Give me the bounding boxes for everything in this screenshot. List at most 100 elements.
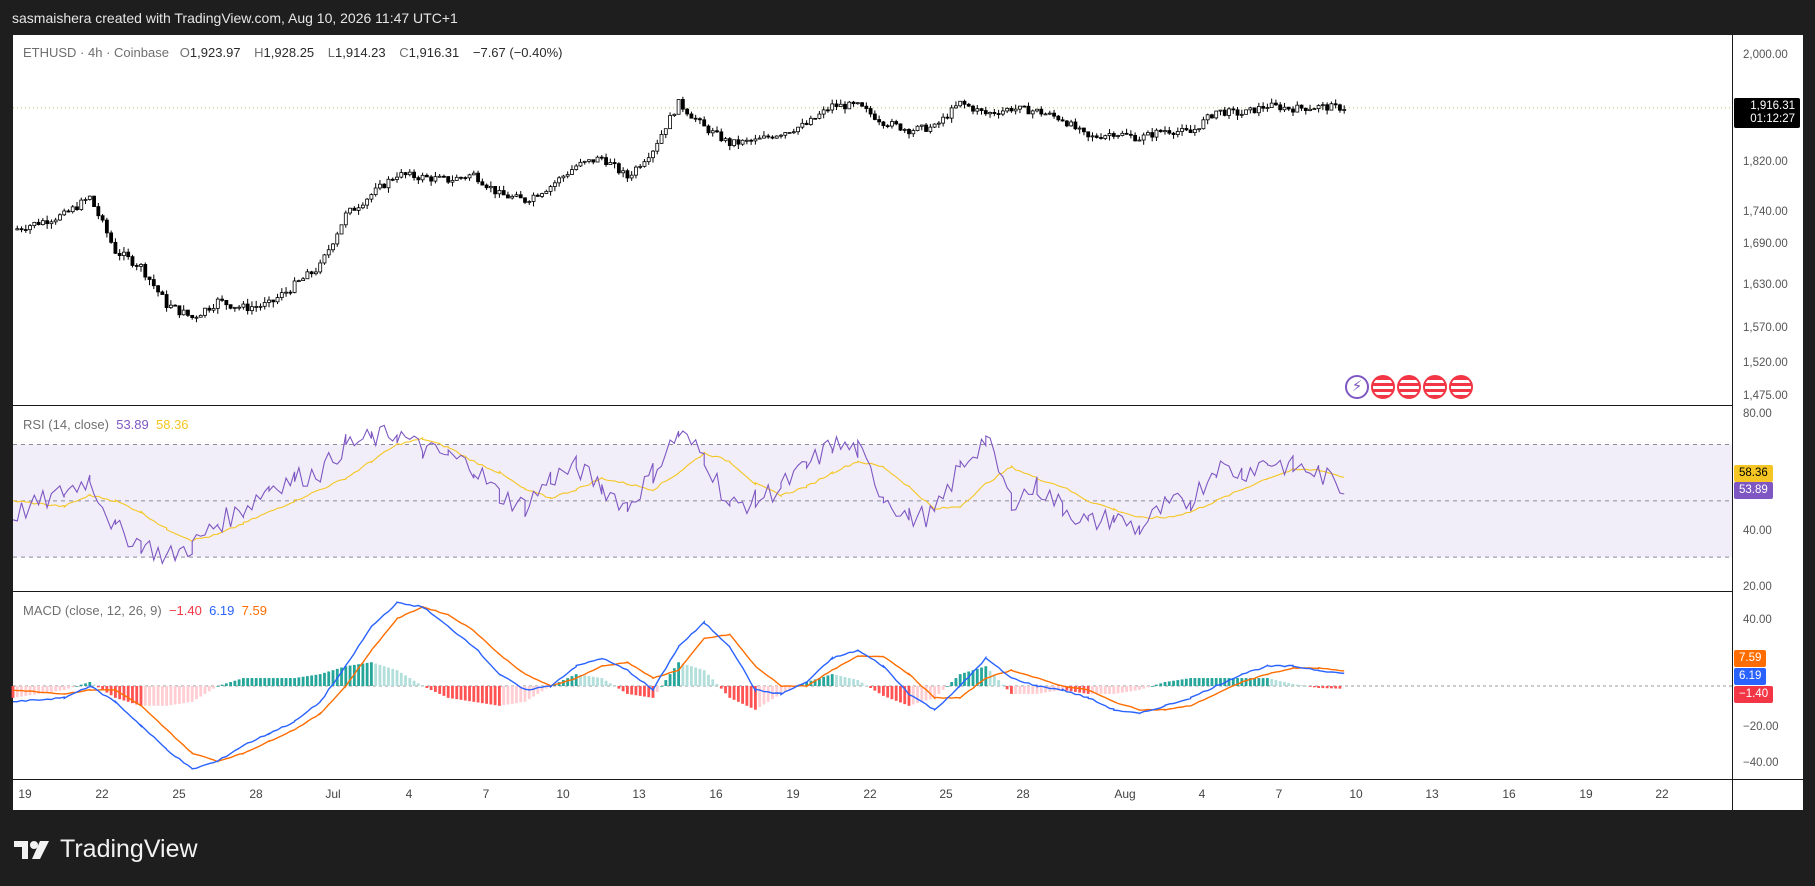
time-tick: 19 (786, 787, 800, 801)
candle-up (808, 117, 813, 125)
macd-hist-bar-negative (148, 685, 151, 706)
candle-down (518, 194, 523, 199)
macd-hist-bar-positive (860, 682, 864, 686)
candle-up (343, 212, 348, 226)
macd-hist-bar-positive (404, 675, 407, 686)
us-flag-event-icon[interactable] (1397, 375, 1421, 399)
macd-hist-bar-positive (574, 674, 578, 686)
candle-up (1329, 103, 1334, 111)
macd-hist-bar-positive (220, 684, 224, 686)
macd-hist-bar-negative (506, 685, 510, 705)
macd-hist-bar-negative (11, 685, 15, 698)
macd-hist-bar-positive (1163, 682, 1167, 686)
candle-down (766, 135, 771, 138)
macd-hist-bar-positive (1278, 681, 1282, 686)
candle-down (604, 157, 608, 165)
time-tick: 19 (1579, 787, 1593, 801)
candle-up (544, 190, 549, 194)
candle-up (356, 207, 361, 211)
macd-hist-bar-negative (903, 685, 907, 705)
macd-hist-bar-positive (242, 678, 245, 686)
macd-hist-bar-negative (178, 685, 181, 704)
chart-frame[interactable]: ETHUSD · 4h · Coinbase O1,923.97 H1,928.… (11, 35, 1803, 810)
close-value: 1,916.31 (408, 45, 460, 60)
macd-hist-bar-negative (1325, 685, 1329, 689)
candle-up (723, 138, 728, 142)
macd-hist-bar-negative (651, 685, 655, 698)
candle-down (390, 178, 395, 181)
candle-up (250, 306, 254, 312)
candle-down (616, 163, 621, 174)
macd-hist-bar-negative (1069, 685, 1073, 692)
symbol-label[interactable]: ETHUSD · 4h · Coinbase (23, 45, 169, 60)
candle-down (770, 136, 775, 139)
macd-hist-bar-positive (229, 682, 232, 686)
macd-hist-bar-negative (1321, 685, 1325, 689)
macd-hist-bar-negative (54, 685, 58, 692)
candle-up (847, 101, 852, 110)
us-flag-event-icon[interactable] (1449, 375, 1473, 399)
rsi-legend-label[interactable]: RSI (14, close) (23, 417, 109, 432)
macd-hist-bar-negative (1317, 685, 1320, 688)
lightning-event-icon[interactable]: ⚡ (1345, 375, 1369, 399)
chart-plot-area[interactable] (11, 35, 1803, 810)
candle-up (638, 165, 643, 168)
candle-up (241, 303, 246, 308)
macd-hist-bar-positive (310, 675, 314, 686)
candle-up (634, 166, 638, 176)
candle-down (442, 175, 446, 178)
candle-up (1069, 121, 1074, 127)
candle-down (1210, 114, 1214, 119)
price-tick: 2,000.00 (1743, 49, 1788, 61)
time-tick: 19 (18, 787, 32, 801)
macd-hist-bar-positive (318, 674, 322, 686)
candle-down (1252, 107, 1257, 114)
candle-down (706, 125, 711, 134)
candle-down (1299, 104, 1304, 109)
candle-up (774, 135, 779, 139)
macd-hist-bar-positive (958, 674, 962, 686)
candle-up (783, 132, 788, 136)
macd-hist-bar-negative (429, 685, 433, 690)
candle-up (565, 174, 570, 177)
candle-down (966, 103, 971, 107)
macd-hist-bar-negative (199, 685, 203, 697)
candle-up (621, 170, 626, 174)
macd-hist-bar-positive (1304, 685, 1308, 687)
tradingview-brand[interactable]: TradingView (14, 835, 198, 864)
pane-separator-macd (13, 591, 1733, 592)
macd-hist-bar-positive (348, 665, 352, 686)
macd-hist-bar-positive (216, 685, 220, 687)
macd-hist-bar-negative (173, 685, 177, 705)
us-flag-event-icon[interactable] (1371, 375, 1395, 399)
macd-hist-bar-positive (1159, 683, 1163, 686)
time-tick: 13 (1425, 787, 1439, 801)
candle-up (395, 176, 399, 180)
candle-up (855, 102, 860, 105)
time-axis-separator (13, 779, 1803, 780)
macd-hist-bar-negative (156, 685, 160, 706)
candle-up (267, 299, 271, 303)
candle-down (1064, 120, 1069, 127)
macd-hist-bar-negative (544, 685, 548, 689)
macd-hist-bar-positive (822, 676, 826, 686)
us-flag-event-icon[interactable] (1423, 375, 1447, 399)
candle-up (958, 100, 963, 107)
macd-hist-bar-negative (783, 685, 787, 692)
macd-legend-label[interactable]: MACD (close, 12, 26, 9) (23, 603, 162, 618)
candle-down (1184, 128, 1189, 131)
candle-down (177, 305, 182, 316)
candle-down (228, 304, 233, 309)
candle-up (1316, 105, 1321, 110)
candle-down (1167, 130, 1172, 134)
candle-up (407, 171, 412, 176)
macd-hist-bar-positive (681, 663, 685, 686)
macd-hist-bar-positive (1274, 680, 1278, 686)
candle-up (710, 130, 715, 134)
candle-down (1150, 132, 1155, 138)
candle-up (629, 174, 634, 179)
macd-hist-bar-negative (451, 685, 454, 699)
macd-hist-bar-negative (758, 685, 762, 708)
candle-down (446, 176, 451, 183)
macd-hist-bar-positive (711, 679, 715, 686)
